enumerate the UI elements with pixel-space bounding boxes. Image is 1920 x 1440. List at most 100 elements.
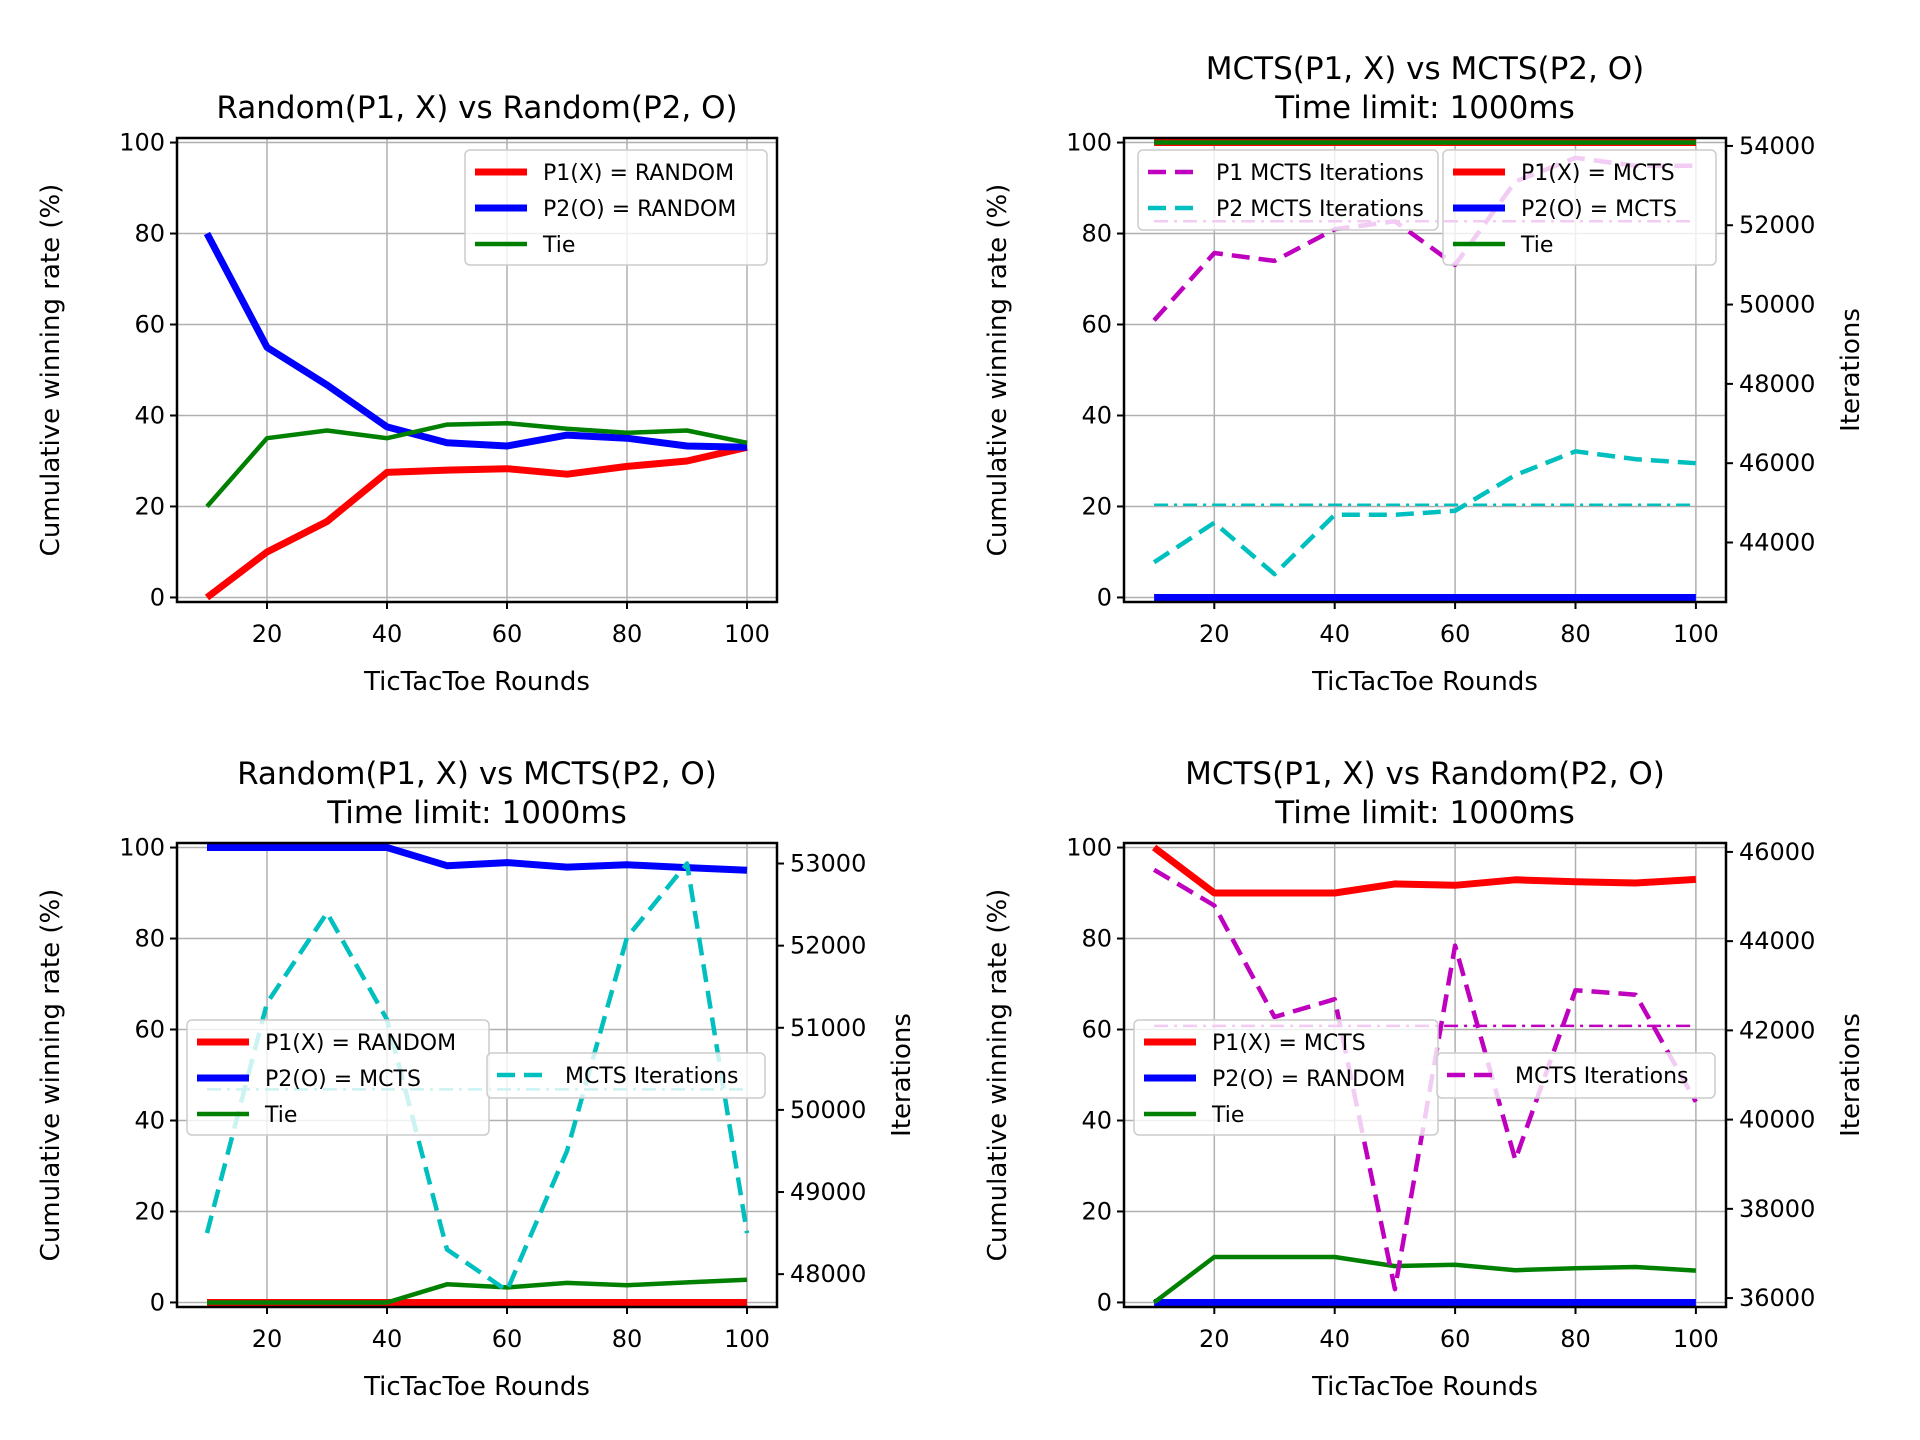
- series-line: [207, 844, 748, 874]
- legend: P1(X) = MCTS P2(O) = MCTS Tie: [1442, 149, 1717, 266]
- axes-frame: [1122, 136, 1728, 604]
- y2-axis-label: Iterations: [1836, 1013, 1866, 1137]
- y-tick-label: 80: [134, 220, 165, 248]
- y-tick-label: 0: [150, 583, 165, 611]
- legend: P1 MCTS Iterations P2 MCTS Iterations: [1137, 149, 1439, 231]
- y2-axis-label: Iterations: [1836, 308, 1866, 432]
- y-tick-label: 20: [134, 492, 165, 520]
- y-axis-label: Cumulative winning rate (%): [983, 889, 1013, 1262]
- legend-label: P2(O) = RANDOM: [1212, 1067, 1405, 1092]
- chart-title: Time limit: 1000ms: [1274, 90, 1574, 126]
- y-tick-label: 20: [1081, 492, 1112, 520]
- chart-title: Time limit: 1000ms: [1274, 795, 1574, 831]
- legend-label: P2(O) = MCTS: [265, 1067, 421, 1092]
- y2-tick-label: 50000: [790, 1096, 866, 1124]
- x-tick-label: 100: [724, 1325, 770, 1353]
- y-tick-label: 0: [1097, 583, 1112, 611]
- y-tick-label: 40: [134, 1106, 165, 1134]
- legend-label: Tie: [542, 233, 575, 258]
- legend-label: Tie: [264, 1103, 297, 1128]
- legend-box: [486, 1052, 766, 1099]
- legend-box: [1436, 1052, 1716, 1099]
- legend: P1(X) = MCTS P2(O) = RANDOM Tie: [1133, 1019, 1439, 1136]
- y-tick-label: 20: [134, 1197, 165, 1225]
- x-tick-label: 80: [612, 1325, 643, 1353]
- series-line: [204, 443, 748, 601]
- y2-tick-label: 53000: [790, 850, 866, 878]
- legend-label: P1(X) = MCTS: [1212, 1031, 1366, 1056]
- chart-title: MCTS(P1, X) vs MCTS(P2, O): [1206, 51, 1644, 87]
- chart-panel-2: 20 40 60 80 100 0 20 40 60 80 100 44000 46000 48000 50…: [983, 51, 1866, 697]
- x-tick-label: 60: [1440, 1325, 1471, 1353]
- y-tick-label: 40: [1081, 401, 1112, 429]
- legend-label: MCTS Iterations: [565, 1064, 739, 1089]
- y2-tick-label: 42000: [1739, 1016, 1815, 1044]
- x-tick-label: 20: [252, 620, 283, 648]
- legend-label: P1(X) = MCTS: [1521, 161, 1675, 186]
- y2-tick-label: 46000: [1739, 449, 1815, 477]
- chart-panel-1: 20 40 60 80 100 0 20 40 60 80 100 Random(P1, X) vs …: [36, 90, 779, 697]
- x-tick-label: 40: [372, 1325, 403, 1353]
- series-line: [207, 1277, 748, 1305]
- y2-tick-label: 52000: [1739, 211, 1815, 239]
- y-tick-label: 80: [1081, 925, 1112, 953]
- x-tick-label: 40: [372, 620, 403, 648]
- y-axis-label: Cumulative winning rate (%): [36, 889, 66, 1262]
- y-axis-label: Cumulative winning rate (%): [36, 184, 66, 557]
- y-tick-label: 60: [1081, 311, 1112, 339]
- legend-box: [464, 149, 768, 266]
- y2-tick-label: 54000: [1739, 132, 1815, 160]
- legend-label: P2(O) = RANDOM: [543, 197, 736, 222]
- legend-label: P1 MCTS Iterations: [1216, 161, 1424, 186]
- axes-frame: [175, 841, 779, 1309]
- y-tick-label: 100: [1066, 129, 1112, 157]
- x-tick-label: 20: [1199, 1325, 1230, 1353]
- y-tick-label: 20: [1081, 1197, 1112, 1225]
- x-tick-label: 80: [612, 620, 643, 648]
- x-tick-label: 20: [1199, 620, 1230, 648]
- x-axis-label: TicTacToe Rounds: [363, 667, 590, 697]
- legend-label: P2 MCTS Iterations: [1216, 197, 1424, 222]
- y2-tick-label: 44000: [1739, 529, 1815, 557]
- axes-frame: [175, 136, 779, 604]
- legend-box: [1137, 149, 1439, 231]
- x-tick-label: 60: [492, 1325, 523, 1353]
- y-axis-label: Cumulative winning rate (%): [983, 184, 1013, 557]
- y2-tick-label: 36000: [1739, 1284, 1815, 1312]
- series-line: [1151, 844, 1697, 897]
- x-axis-label: TicTacToe Rounds: [1311, 1372, 1538, 1402]
- y-tick-label: 40: [134, 401, 165, 429]
- chart-panel-3: 20 40 60 80 100 0 20 40 60 80 100 48000 49000 50000 51…: [36, 756, 917, 1402]
- legend: MCTS Iterations: [1436, 1052, 1716, 1099]
- legend: MCTS Iterations: [486, 1052, 766, 1099]
- y2-tick-label: 48000: [790, 1260, 866, 1288]
- series-line: [1152, 449, 1697, 577]
- y2-axis-label: Iterations: [887, 1013, 917, 1137]
- legend-label: P2(O) = MCTS: [1521, 197, 1677, 222]
- x-tick-label: 20: [252, 1325, 283, 1353]
- y2-tick-label: 38000: [1739, 1195, 1815, 1223]
- y-tick-label: 60: [134, 1016, 165, 1044]
- y2-tick-label: 44000: [1739, 927, 1815, 955]
- legend-label: P1(X) = RANDOM: [543, 161, 734, 186]
- y-tick-label: 80: [134, 925, 165, 953]
- x-tick-label: 40: [1319, 620, 1350, 648]
- x-tick-label: 60: [1440, 620, 1471, 648]
- x-tick-label: 80: [1560, 620, 1591, 648]
- y-tick-label: 60: [134, 311, 165, 339]
- x-axis-label: TicTacToe Rounds: [363, 1372, 590, 1402]
- chart-title: Random(P1, X) vs MCTS(P2, O): [237, 756, 717, 792]
- y-tick-label: 0: [1097, 1288, 1112, 1316]
- y2-tick-label: 49000: [790, 1178, 866, 1206]
- chart-panel-4: 20 40 60 80 100 0 20 40 60 80 100 36000 38000 40000 42…: [983, 756, 1866, 1402]
- x-tick-label: 100: [1673, 620, 1719, 648]
- y-tick-label: 60: [1081, 1016, 1112, 1044]
- series-line: [204, 861, 750, 1293]
- legend: P1(X) = RANDOM P2(O) = MCTS Tie: [186, 1019, 490, 1136]
- y-tick-label: 40: [1081, 1106, 1112, 1134]
- legend: P1(X) = RANDOM P2(O) = RANDOM Tie: [464, 149, 768, 266]
- y2-tick-label: 52000: [790, 932, 866, 960]
- x-tick-label: 100: [724, 620, 770, 648]
- y2-tick-label: 51000: [790, 1014, 866, 1042]
